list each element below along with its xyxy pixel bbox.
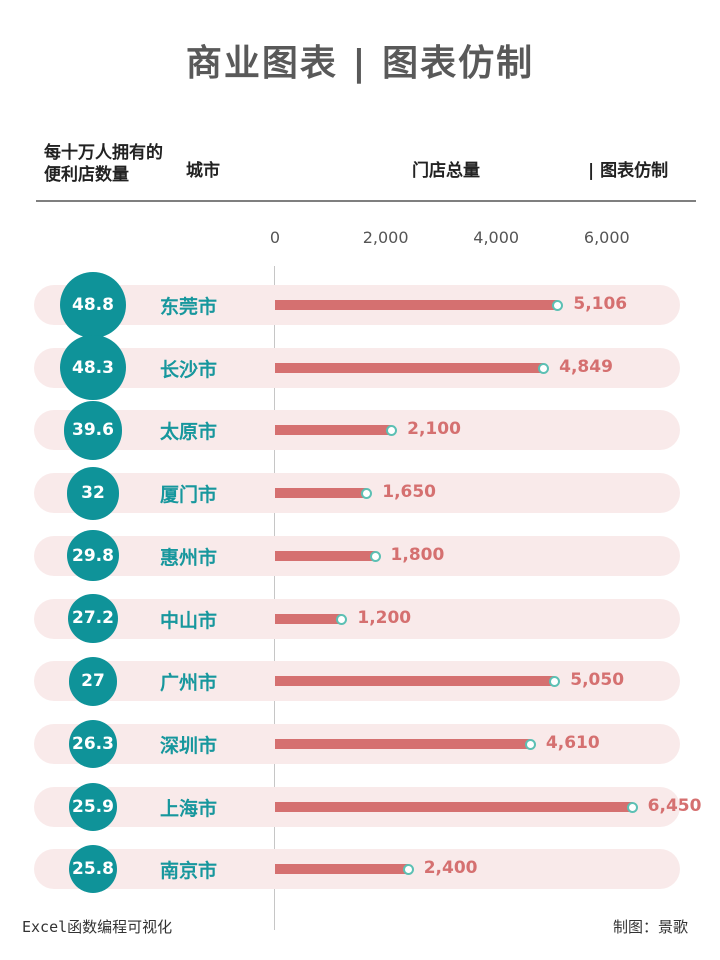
- store-count-bar: [275, 425, 392, 436]
- store-count-label: 1,650: [382, 482, 437, 503]
- store-count-label: 5,106: [573, 294, 628, 314]
- footer-author: 制图：景歌: [612, 918, 688, 936]
- bar-end-marker: [549, 676, 561, 688]
- stores-column-header: 门店总量: [412, 161, 480, 181]
- store-count-bar: [275, 488, 367, 499]
- store-count-bar: [275, 801, 632, 812]
- city-label: 广州市: [160, 672, 218, 695]
- store-count-bar: [275, 613, 342, 624]
- store-count-bar: [275, 864, 408, 875]
- metric-circle: 25.8: [69, 845, 117, 894]
- store-count-label: 2,400: [423, 858, 478, 879]
- city-label: 东莞市: [160, 296, 218, 318]
- city-label: 南京市: [160, 860, 218, 883]
- store-count-bar: [275, 362, 544, 373]
- x-tick-label: 2,000: [362, 228, 409, 247]
- page-title: 商业图表 | 图表仿制: [185, 43, 535, 84]
- store-count-bar: [275, 738, 530, 749]
- metric-circle: 27.2: [68, 593, 118, 644]
- city-column-header: 城市: [186, 161, 220, 181]
- metric-circle: 48.3: [60, 334, 126, 401]
- row-background: [34, 598, 680, 639]
- city-label: 中山市: [160, 609, 218, 632]
- bar-end-marker: [402, 864, 414, 876]
- x-tick-label: 4,000: [473, 228, 520, 247]
- bar-end-marker: [369, 550, 381, 562]
- store-count-bar: [275, 550, 375, 561]
- metric-circle: 26.3: [68, 719, 118, 769]
- x-tick-label: 6,000: [583, 228, 630, 247]
- bar-end-marker: [386, 425, 398, 437]
- store-count-label: 1,200: [357, 607, 412, 628]
- store-count-label: 5,050: [570, 670, 625, 691]
- bar-end-marker: [552, 300, 564, 311]
- metric-circle: 25.9: [68, 782, 118, 831]
- bar-end-marker: [336, 613, 348, 625]
- metric-column-header: 每十万人拥有的便利店数量: [44, 143, 163, 185]
- store-count-bar: [275, 300, 558, 310]
- bar-end-marker: [626, 801, 638, 813]
- metric-circle: 29.8: [67, 530, 119, 582]
- store-count-label: 2,100: [407, 419, 461, 440]
- store-count-label: 6,450: [647, 795, 702, 816]
- store-count-label: 1,800: [390, 544, 445, 565]
- store-count-label: 4,849: [559, 356, 613, 377]
- bar-end-marker: [538, 362, 550, 374]
- store-count-bar: [275, 676, 555, 687]
- city-label: 惠州市: [160, 546, 218, 569]
- metric-circle: 32: [66, 466, 120, 520]
- city-label: 长沙市: [160, 358, 218, 381]
- metric-circle: 39.6: [63, 401, 123, 460]
- store-count-label: 4,610: [545, 732, 600, 753]
- bar-end-marker: [361, 488, 373, 500]
- footer-source: Excel函数编程可视化: [22, 918, 173, 936]
- metric-circle: 27: [68, 656, 118, 706]
- city-label: 厦门市: [160, 484, 218, 507]
- axis-baseline: [274, 266, 275, 930]
- x-tick-label: 0: [269, 228, 281, 247]
- city-label: 深圳市: [160, 734, 218, 757]
- brand-label: | 图表仿制: [588, 161, 669, 181]
- header-divider: [36, 200, 696, 202]
- bar-end-marker: [524, 738, 536, 750]
- city-label: 上海市: [160, 797, 218, 820]
- city-label: 太原市: [160, 421, 218, 444]
- metric-circle: 48.8: [60, 272, 126, 338]
